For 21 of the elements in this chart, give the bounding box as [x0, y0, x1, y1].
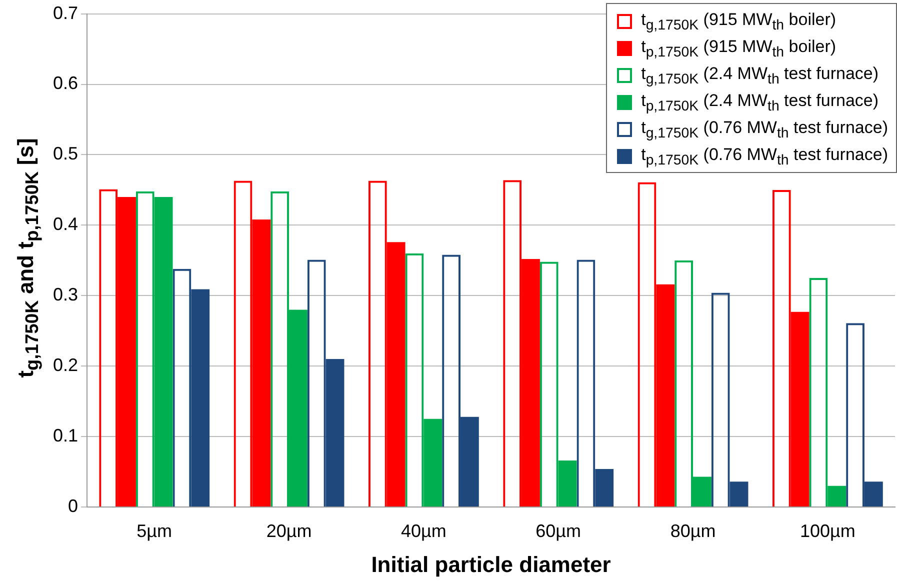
- y-tick-label: 0.1: [52, 426, 78, 446]
- legend-label: t$_{p,1750K}$ (2.4 MW$_{th}$ test furnace): [641, 90, 879, 114]
- y-tick-label: 0.7: [52, 2, 78, 23]
- x-tick-label: 60µm: [536, 520, 582, 541]
- legend-label: t$_{p,1750K}$ (915 MW$_{th}$ boiler): [641, 36, 836, 60]
- x-tick-label: 100µm: [800, 520, 856, 541]
- y-tick-label: 0.3: [52, 284, 78, 305]
- x-tick-label: 5µm: [136, 520, 172, 541]
- legend-label: t$_{g,1750K}$ (0.76 MW$_{th}$ test furnace): [641, 118, 888, 142]
- y-tick-label: 0: [68, 496, 78, 516]
- y-tick-label: 0.6: [52, 73, 78, 94]
- x-tick-label: 80µm: [670, 520, 716, 541]
- y-tick-label: 0.2: [52, 355, 78, 376]
- legend-label: t$_{p,1750K}$ (0.76 MW$_{th}$ test furnace): [641, 144, 888, 168]
- y-tick-label: 0.4: [52, 214, 78, 234]
- legend-label: t$_{g,1750K}$ (915 MW$_{th}$ boiler): [641, 10, 836, 34]
- x-tick-label: 20µm: [266, 520, 312, 541]
- x-tick-label: 40µm: [400, 520, 446, 541]
- y-tick-label: 0.5: [52, 144, 78, 164]
- legend-label: t$_{g,1750K}$ (2.4 MW$_{th}$ test furnace): [641, 64, 879, 88]
- x-axis-title: Initial particle diameter: [371, 552, 612, 577]
